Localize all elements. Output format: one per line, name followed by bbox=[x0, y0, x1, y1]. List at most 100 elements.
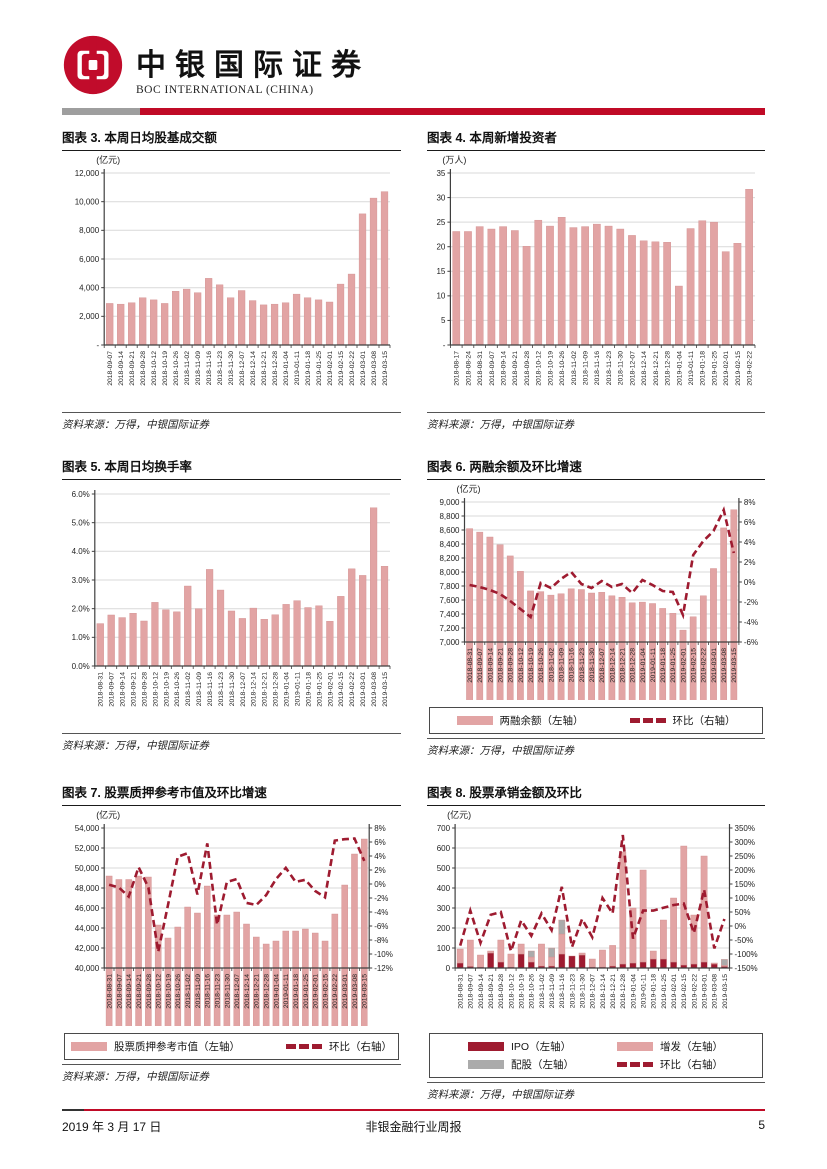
svg-text:8,000: 8,000 bbox=[439, 568, 460, 577]
svg-text:2018-10-12: 2018-10-12 bbox=[151, 351, 158, 386]
svg-text:2019-02-22: 2019-02-22 bbox=[332, 974, 339, 1009]
svg-text:2019-03-01: 2019-03-01 bbox=[360, 672, 367, 707]
chart-svg-fig6: (亿元) 7,000 7,200 7,400 7,600 7,800 8,000 8,200 8… bbox=[439, 483, 758, 1133]
svg-text:2018-12-07: 2018-12-07 bbox=[599, 648, 606, 683]
svg-text:2019-02-01: 2019-02-01 bbox=[327, 672, 334, 707]
figure7-title: 图表 7. 股票质押参考市值及环比增速 bbox=[62, 778, 401, 806]
svg-text:2018-11-30: 2018-11-30 bbox=[229, 672, 236, 706]
legend-swatch-icon bbox=[456, 716, 493, 725]
svg-text:2018-10-12: 2018-10-12 bbox=[518, 648, 525, 683]
figure7-source-note: 资料来源：万得，中银国际证券 bbox=[62, 1064, 401, 1084]
figure5-title: 图表 5. 本周日均换手率 bbox=[62, 452, 401, 480]
svg-text:10: 10 bbox=[436, 292, 445, 301]
svg-text:7,600: 7,600 bbox=[439, 596, 460, 605]
svg-text:2019-01-11: 2019-01-11 bbox=[688, 351, 695, 385]
svg-text:2018-09-21: 2018-09-21 bbox=[136, 974, 143, 1009]
svg-text:2018-10-26: 2018-10-26 bbox=[529, 974, 536, 1009]
legend-label: 配股（左轴） bbox=[511, 1059, 574, 1071]
svg-text:4%: 4% bbox=[744, 538, 756, 547]
figure6-source-note: 资料来源：万得，中银国际证券 bbox=[427, 738, 765, 758]
svg-text:2018-12-14: 2018-12-14 bbox=[641, 351, 648, 386]
svg-text:5: 5 bbox=[441, 316, 446, 325]
svg-text:2019-01-18: 2019-01-18 bbox=[660, 648, 667, 683]
svg-text:2019-02-22: 2019-02-22 bbox=[747, 351, 754, 386]
figure5-source-note: 资料来源：万得，中银国际证券 bbox=[62, 733, 401, 753]
svg-text:8,200: 8,200 bbox=[439, 554, 460, 563]
svg-text:42,000: 42,000 bbox=[75, 944, 100, 953]
svg-text:2018-12-14: 2018-12-14 bbox=[244, 974, 251, 1009]
brand-name-en: BOC INTERNATIONAL (CHINA) bbox=[136, 84, 314, 96]
figure6-legend: 两融余额（左轴） 环比（右轴） bbox=[429, 707, 763, 734]
svg-text:40,000: 40,000 bbox=[75, 964, 100, 973]
svg-text:2019-02-01: 2019-02-01 bbox=[671, 974, 678, 1009]
svg-text:2018-09-14: 2018-09-14 bbox=[487, 648, 494, 683]
axes: 0 100 200 300 400 500 600 700 -150% -100% -50% 0% 50… bbox=[437, 824, 758, 973]
svg-text:2018-11-02: 2018-11-02 bbox=[539, 974, 546, 1008]
x-axis-labels: 2018-08-31 2018-09-07 2018-09-14 2018-09-21… bbox=[107, 974, 369, 1009]
svg-text:2018-09-14: 2018-09-14 bbox=[501, 351, 508, 386]
svg-text:-: - bbox=[443, 341, 446, 350]
svg-text:2019-01-11: 2019-01-11 bbox=[641, 974, 648, 1008]
svg-text:2018-12-07: 2018-12-07 bbox=[239, 351, 246, 386]
legend-label: 股票质押参考市值（左轴） bbox=[114, 1041, 240, 1053]
legend-item: IPO（左轴） bbox=[468, 1039, 571, 1054]
svg-text:2018-11-09: 2018-11-09 bbox=[558, 648, 565, 682]
svg-text:100%: 100% bbox=[735, 894, 755, 903]
svg-text:2%: 2% bbox=[374, 866, 386, 875]
figure4-chart: (万人) -5 10 15 20 25 30 35 2018-08-17 2018-08-24 20… bbox=[427, 153, 765, 408]
svg-text:2018-12-21: 2018-12-21 bbox=[261, 351, 268, 386]
svg-text:54,000: 54,000 bbox=[75, 824, 100, 833]
svg-text:2018-10-26: 2018-10-26 bbox=[559, 351, 566, 386]
figure7-legend: 股票质押参考市值（左轴） 环比（右轴） bbox=[64, 1033, 399, 1060]
svg-text:8%: 8% bbox=[744, 498, 756, 507]
svg-text:2018-11-30: 2018-11-30 bbox=[589, 648, 596, 682]
chart-svg-fig7: (亿元) 40,000 42,000 44,000 46,000 48,000 50,000… bbox=[75, 809, 393, 1169]
svg-text:2018-11-30: 2018-11-30 bbox=[618, 351, 625, 385]
svg-text:2019-02-15: 2019-02-15 bbox=[338, 351, 345, 386]
svg-text:2018-11-09: 2018-11-09 bbox=[583, 351, 590, 385]
svg-text:2018-11-02: 2018-11-02 bbox=[571, 351, 578, 385]
svg-text:2018-12-21: 2018-12-21 bbox=[262, 672, 269, 707]
svg-text:-150%: -150% bbox=[735, 964, 758, 973]
figure-chart4: 图表 4. 本周新增投资者 (万人) - 5 10 15 20 25 30 35 2018-08-… bbox=[427, 123, 765, 432]
svg-text:2018-08-31: 2018-08-31 bbox=[98, 672, 105, 707]
svg-text:2019-02-15: 2019-02-15 bbox=[338, 672, 345, 707]
svg-text:250%: 250% bbox=[735, 852, 755, 861]
svg-text:200: 200 bbox=[437, 924, 451, 933]
svg-text:2018-12-14: 2018-12-14 bbox=[251, 672, 258, 707]
svg-text:2019-03-15: 2019-03-15 bbox=[382, 672, 389, 707]
svg-text:2018-09-14: 2018-09-14 bbox=[126, 974, 133, 1009]
svg-text:4,000: 4,000 bbox=[79, 283, 100, 292]
svg-text:3.0%: 3.0% bbox=[72, 576, 90, 585]
legend-item: 股票质押参考市值（左轴） bbox=[71, 1039, 240, 1054]
svg-text:2018-09-21: 2018-09-21 bbox=[129, 351, 136, 386]
svg-text:2018-12-21: 2018-12-21 bbox=[653, 351, 660, 386]
svg-text:2019-01-04: 2019-01-04 bbox=[284, 672, 291, 707]
svg-text:2019-03-15: 2019-03-15 bbox=[362, 974, 369, 1009]
svg-text:2018-11-30: 2018-11-30 bbox=[228, 351, 235, 385]
svg-text:-8%: -8% bbox=[374, 936, 388, 945]
svg-text:2018-11-16: 2018-11-16 bbox=[559, 974, 566, 1008]
svg-text:2018-11-23: 2018-11-23 bbox=[217, 351, 224, 385]
svg-text:2018-11-30: 2018-11-30 bbox=[580, 974, 587, 1008]
divider-red-segment bbox=[140, 108, 765, 115]
figure-chart8: 图表 8. 股票承销金额及环比 (亿元) 0 100 200 300 400 500 600 7… bbox=[427, 778, 765, 1102]
svg-text:-12%: -12% bbox=[374, 964, 393, 973]
svg-text:50,000: 50,000 bbox=[75, 864, 100, 873]
figure6-chart: (亿元) 7,000 7,200 7,400 7,600 7,800 8,000 8,200 8… bbox=[427, 482, 765, 1133]
svg-text:(亿元): (亿元) bbox=[457, 483, 481, 494]
page-footer: 2019 年 3 月 17 日 非银金融行业周报 5 bbox=[62, 1109, 765, 1135]
svg-text:2018-09-14: 2018-09-14 bbox=[118, 351, 125, 386]
x-axis-labels: 2018-08-31 2018-09-07 2018-09-14 2018-09-21… bbox=[458, 974, 729, 1009]
svg-text:6%: 6% bbox=[374, 838, 386, 847]
svg-text:20: 20 bbox=[436, 243, 445, 252]
svg-text:7,000: 7,000 bbox=[439, 638, 460, 647]
figure-chart6: 图表 6. 两融余额及环比增速 (亿元) 7,000 7,200 7,400 7,600… bbox=[427, 452, 765, 1133]
figure8-source-note: 资料来源：万得，中银国际证券 bbox=[427, 1082, 765, 1102]
svg-text:2018-11-23: 2018-11-23 bbox=[579, 648, 586, 682]
svg-text:600: 600 bbox=[437, 844, 451, 853]
svg-text:2018-10-19: 2018-10-19 bbox=[519, 974, 526, 1009]
brand-name-cn: 中银国际证券 bbox=[136, 49, 370, 82]
axes: - 5 10 15 20 25 30 35 bbox=[436, 169, 756, 350]
svg-text:-10%: -10% bbox=[374, 950, 393, 959]
